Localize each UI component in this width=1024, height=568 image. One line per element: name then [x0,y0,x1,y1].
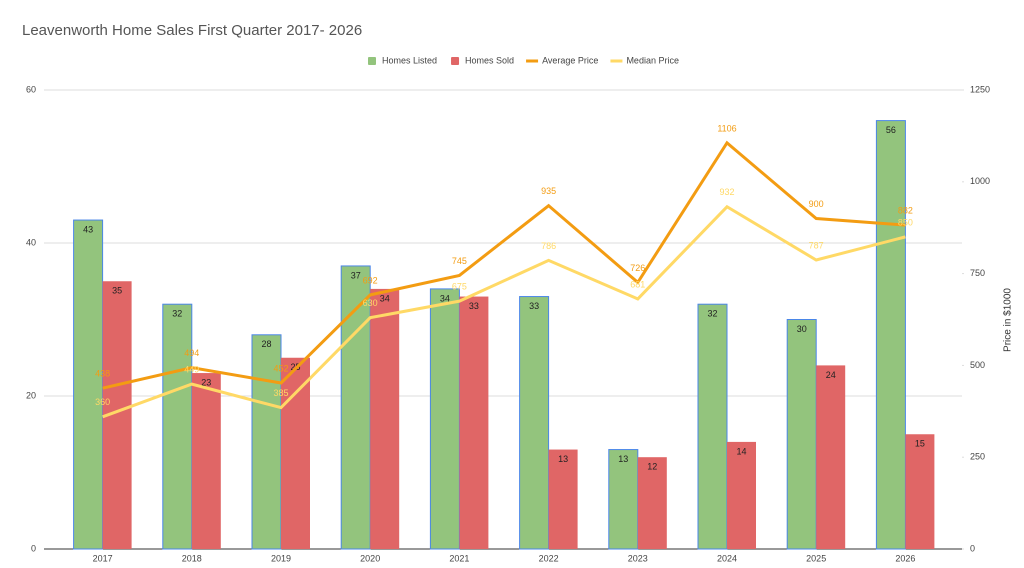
bar [191,373,221,549]
y2-tick-label: 1000 [970,176,990,186]
y2-tick-label: 1250 [970,84,990,94]
line-value-label: 745 [452,256,467,266]
line-value-label: 630 [363,298,378,308]
bar-value-label: 13 [558,454,568,464]
y2-tick-label: 750 [970,268,985,278]
bar [519,296,550,550]
x-tick-label: 2020 [360,553,380,563]
line [102,140,906,390]
bar [548,449,578,549]
line-value-label: 692 [363,275,378,285]
legend-label: Median Price [626,55,679,65]
line-value-label: 935 [541,186,556,196]
x-tick-label: 2019 [271,553,291,563]
y-tick-label: 40 [26,237,36,247]
bar-value-label: 34 [380,293,390,303]
x-tick-label: 2021 [449,553,469,563]
line-value-label: 360 [95,397,110,407]
bar-value-label: 24 [826,370,836,380]
line-value-label: 675 [452,282,467,292]
bar-value-label: 35 [112,286,122,296]
line-value-label: 882 [898,206,913,216]
y-tick-label: 20 [26,390,36,400]
bar [251,334,282,550]
bar-value-label: 43 [83,224,93,234]
bar [429,288,460,550]
legend-label: Average Price [542,55,598,65]
bar-value-label: 32 [707,309,717,319]
line-value-label: 452 [273,363,288,373]
bar [697,303,728,550]
legend-swatch [368,57,376,65]
x-tick-label: 2025 [806,553,826,563]
x-tick-label: 2026 [895,553,915,563]
bar [727,441,756,549]
bar-value-label: 13 [618,454,628,464]
x-tick-label: 2018 [182,553,202,563]
bar [786,319,817,550]
chart-title: Leavenworth Home Sales First Quarter 201… [22,22,362,39]
bar-value-label: 15 [915,439,925,449]
legend-swatch [451,57,460,65]
bar-value-label: 37 [351,270,361,280]
y2-tick-label: 500 [970,360,985,370]
bar-value-label: 14 [736,446,746,456]
x-tick-label: 2017 [93,553,113,563]
bar [73,219,104,550]
bar-value-label: 32 [172,309,182,319]
line-value-label: 726 [630,263,645,273]
bar [608,449,639,550]
y2-tick-label: 250 [970,452,985,462]
bar-value-label: 56 [886,125,896,135]
bar [905,434,935,549]
y2-axis-label: Price in $1000 [1003,288,1014,352]
y-tick-label: 0 [31,543,36,553]
bar-value-label: 12 [647,462,657,472]
bar-value-label: 23 [201,377,211,387]
bar-value-label: 33 [469,301,479,311]
bar [162,303,193,550]
line-value-label: 449 [184,365,199,375]
bar-value-label: 33 [529,301,539,311]
bar [281,357,310,549]
x-tick-label: 2024 [717,553,737,563]
bar [340,265,371,550]
bar [637,457,667,549]
line-value-label: 681 [630,279,645,289]
bar [816,365,846,549]
line-value-label: 1106 [717,123,736,133]
line-value-label: 494 [184,348,199,358]
line-value-label: 385 [273,388,288,398]
line-value-label: 850 [898,217,913,227]
legend-label: Homes Listed [382,55,437,65]
bar [459,296,489,549]
bar [370,288,400,549]
x-tick-label: 2022 [539,553,559,563]
bar-value-label: 30 [797,324,807,334]
line-value-label: 932 [719,187,734,197]
line-value-label: 900 [809,199,824,209]
y2-tick-label: 0 [970,543,975,553]
line-value-label: 787 [809,240,824,250]
bar [875,120,906,550]
line-value-label: 438 [95,369,110,379]
x-tick-label: 2023 [628,553,648,563]
line [102,204,906,419]
legend-label: Homes Sold [465,55,514,65]
line-value-label: 786 [541,241,556,251]
y-tick-label: 60 [26,84,36,94]
bar-value-label: 28 [261,339,271,349]
bar-value-label: 34 [440,293,450,303]
